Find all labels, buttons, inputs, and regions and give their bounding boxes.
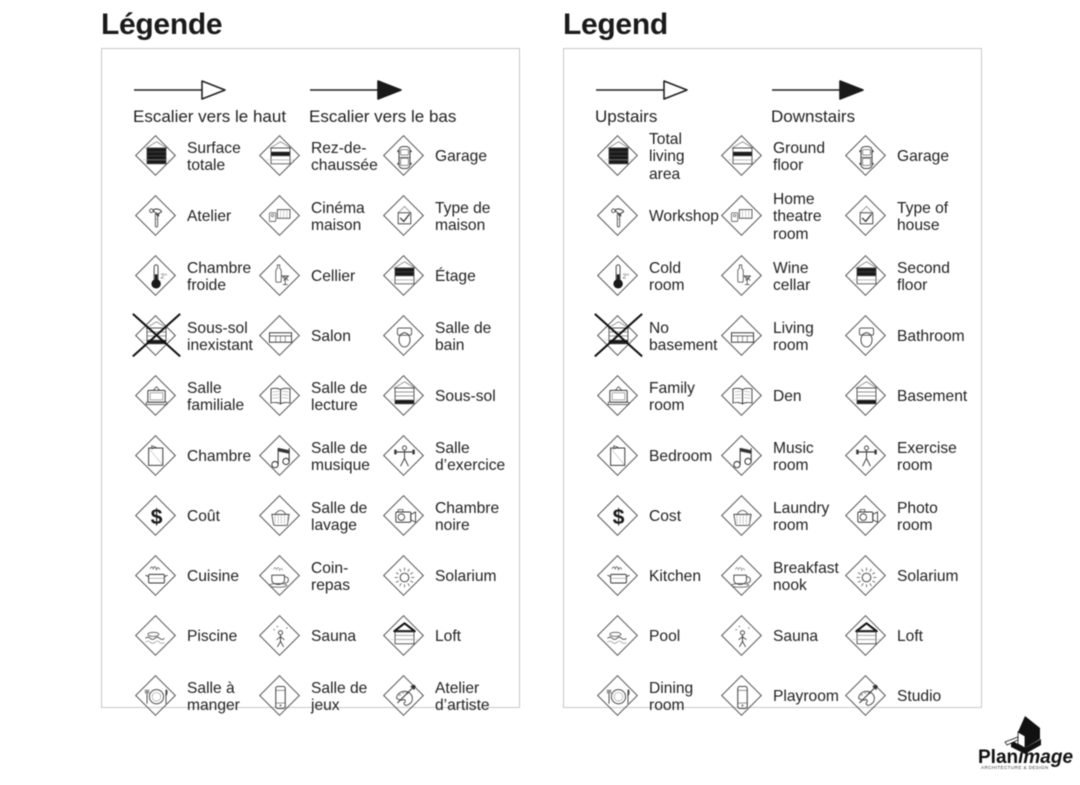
svg-text:2°: 2° — [160, 272, 167, 280]
svg-text:$: $ — [613, 504, 625, 528]
svg-text:2°: 2° — [622, 272, 629, 280]
svg-text:ARCHITECTURE & DESIGN: ARCHITECTURE & DESIGN — [981, 765, 1049, 770]
svg-text:$: $ — [151, 504, 163, 528]
